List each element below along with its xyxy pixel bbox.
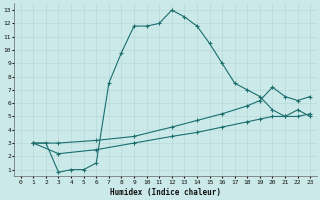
- X-axis label: Humidex (Indice chaleur): Humidex (Indice chaleur): [110, 188, 221, 197]
